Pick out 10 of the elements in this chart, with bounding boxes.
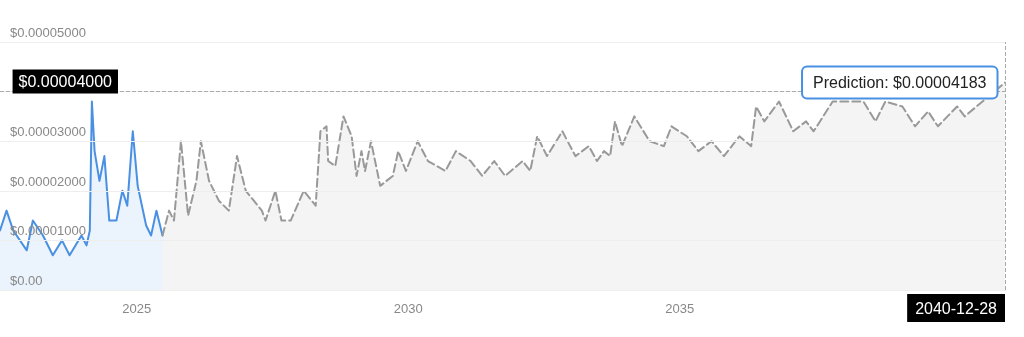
y-tick-label: $0.00003000 bbox=[10, 124, 86, 140]
y-tick-label: $0.00 bbox=[10, 273, 43, 288]
ref-line-label: 2040-12-28 bbox=[915, 299, 998, 317]
x-tick-label: 2030 bbox=[393, 301, 423, 316]
y-tick-label: $0.00002000 bbox=[10, 173, 86, 189]
ref-line-label: $0.00004000 bbox=[18, 73, 113, 91]
y-tick-label: $0.00005000 bbox=[10, 25, 86, 40]
annotation: Prediction: $0.00004183 bbox=[813, 74, 987, 92]
x-tick-label: 2025 bbox=[122, 301, 152, 316]
x-tick-label: 2035 bbox=[665, 301, 695, 316]
